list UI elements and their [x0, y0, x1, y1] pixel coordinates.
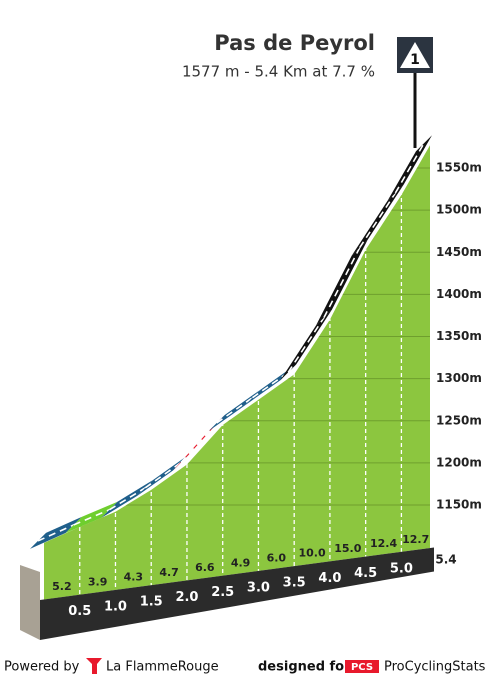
pcs-text: PCS — [351, 662, 373, 673]
y-tick-label: 1300m — [436, 371, 482, 385]
gradient-label: 10.0 — [298, 547, 325, 560]
gradient-label: 12.4 — [370, 537, 397, 550]
gradient-label: 4.3 — [124, 571, 144, 584]
road-segment — [280, 309, 332, 381]
road-segment — [101, 479, 154, 518]
x-tick-label: 2.5 — [211, 585, 234, 600]
road-segment — [137, 454, 189, 496]
y-tick-label: 1150m — [436, 498, 482, 512]
road-segment — [208, 389, 261, 431]
road-segment — [65, 501, 118, 533]
road-segment — [351, 184, 404, 256]
x-tick-label: 3.0 — [247, 580, 270, 595]
chart-subtitle: 1577 m - 5.4 Km at 7.7 % — [182, 63, 375, 81]
powered-by: Powered by — [4, 660, 80, 675]
chart-title: Pas de Peyrol — [214, 31, 375, 55]
y-tick-label: 1350m — [436, 329, 482, 343]
y-tick-label: 1200m — [436, 455, 482, 469]
road-center — [144, 461, 182, 489]
x-tick-label: 3.5 — [283, 576, 306, 591]
y-tick-label: 1500m — [436, 203, 482, 217]
road-center — [394, 142, 425, 194]
road-segment — [30, 516, 82, 549]
gradient-label: 6.6 — [195, 561, 215, 574]
side-face — [20, 565, 40, 640]
gradient-label: 4.7 — [159, 566, 179, 579]
distance-band — [40, 547, 434, 640]
gradient-label: 4.9 — [231, 556, 251, 569]
brand-name: La FlammeRouge — [106, 660, 219, 675]
x-tick-label: 1.5 — [140, 595, 163, 610]
road-center — [251, 371, 289, 399]
gradient-label: 5.2 — [52, 580, 72, 593]
designed-for: designed for — [258, 660, 351, 675]
gradient-label: 15.0 — [334, 542, 361, 555]
road-center — [180, 422, 218, 464]
road-center — [216, 397, 253, 424]
x-tick-label: 1.0 — [104, 599, 127, 614]
y-tick-label: 1250m — [436, 413, 482, 427]
road-center — [109, 487, 146, 511]
y-tick-label: 1550m — [436, 161, 482, 175]
road-center — [73, 509, 110, 526]
profile-area — [44, 145, 430, 600]
x-tick-label: 5.4 — [435, 553, 456, 567]
road-segment — [244, 364, 297, 406]
badge-triangle — [400, 42, 430, 68]
road-center — [287, 317, 325, 373]
y-tick-label: 1450m — [436, 245, 482, 259]
road-center — [358, 192, 397, 249]
x-tick-label: 4.5 — [354, 566, 377, 581]
road-center — [323, 247, 361, 319]
x-tick-label: 0.5 — [68, 604, 91, 619]
x-tick-label: 5.0 — [390, 561, 413, 576]
x-tick-label: 2.0 — [175, 590, 198, 605]
gradient-label: 3.9 — [88, 575, 108, 588]
road-center — [37, 524, 75, 542]
gradient-label: 12.7 — [402, 533, 429, 546]
brand-icon — [86, 658, 102, 674]
gradient-label: 6.0 — [267, 551, 287, 564]
y-tick-label: 1400m — [436, 287, 482, 301]
badge-number: 1 — [410, 52, 420, 68]
pcs-logo — [345, 660, 379, 673]
site-name: ProCyclingStats — [384, 660, 486, 675]
x-tick-label: 4.0 — [318, 571, 341, 586]
